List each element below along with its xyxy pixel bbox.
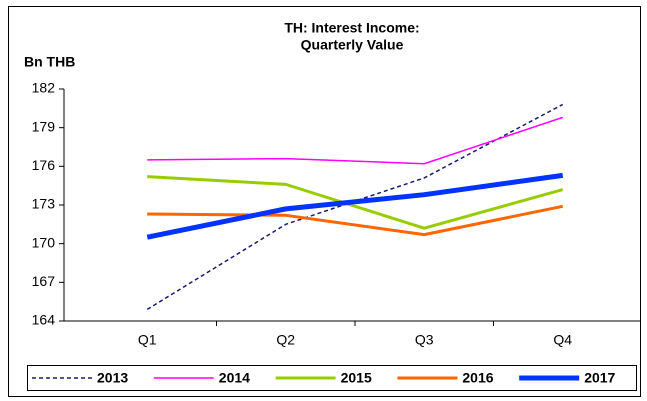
series-line bbox=[146, 172, 564, 240]
x-tick-label: Q4 bbox=[553, 332, 572, 348]
legend-label: 2014 bbox=[219, 370, 250, 386]
y-tick-label: 179 bbox=[32, 118, 56, 134]
y-tick-label: 164 bbox=[32, 312, 56, 328]
series-line bbox=[147, 175, 564, 230]
x-tick-label: Q2 bbox=[276, 332, 295, 348]
x-tick-label: Q1 bbox=[138, 332, 157, 348]
legend-label: 2017 bbox=[584, 370, 615, 386]
legend-frame bbox=[27, 365, 637, 391]
y-tick-label: 182 bbox=[32, 80, 56, 96]
chart-frame bbox=[8, 6, 641, 397]
y-tick-label: 173 bbox=[32, 196, 56, 212]
legend-label: 2013 bbox=[97, 370, 128, 386]
y-tick-label: 176 bbox=[32, 157, 56, 173]
y-tick-label: 167 bbox=[32, 273, 56, 289]
chart-title: Quarterly Value bbox=[301, 37, 404, 53]
series-line bbox=[147, 116, 563, 165]
legend-label: 2015 bbox=[341, 370, 372, 386]
chart-title: TH: Interest Income: bbox=[284, 20, 419, 36]
x-tick-label: Q3 bbox=[415, 332, 434, 348]
series-line bbox=[147, 204, 564, 237]
y-tick-label: 170 bbox=[32, 234, 56, 250]
y-axis-label: Bn THB bbox=[24, 54, 75, 70]
legend-label: 2016 bbox=[462, 370, 493, 386]
